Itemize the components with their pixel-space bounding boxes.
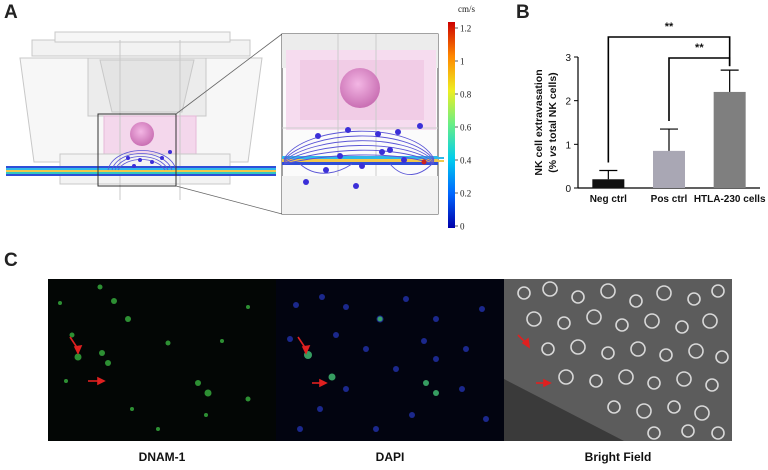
nk-cells-small xyxy=(126,150,172,168)
x-tick-label: Pos ctrl xyxy=(651,194,688,205)
flow-channel-left xyxy=(6,166,276,176)
nk-cells-large xyxy=(303,123,423,189)
colorbar-tick-label: 0 xyxy=(460,222,465,232)
label-dapi: DAPI xyxy=(375,450,405,464)
bar xyxy=(592,179,625,188)
significance-bracket xyxy=(607,36,731,163)
y-axis-label-line2: (% vs total NK cells) xyxy=(547,72,559,172)
zoom-box-small xyxy=(97,113,177,187)
micrograph-dapi xyxy=(276,279,504,441)
tumor-spheroid-large xyxy=(340,68,380,108)
colorbar-tick-label: 0.8 xyxy=(460,90,472,100)
x-tick-label: HTLA-230 cells xyxy=(694,194,766,205)
y-tick-label: 1 xyxy=(565,140,571,151)
colorbar-tick-label: 0.2 xyxy=(460,189,471,199)
tumor-spheroid-small xyxy=(130,122,154,146)
y-tick-label: 3 xyxy=(565,53,571,64)
streamlines-small xyxy=(107,150,177,171)
zoom-line-top xyxy=(175,33,283,115)
colorbar-tick-label: 1.2 xyxy=(460,24,471,34)
panel-a-letter: A xyxy=(4,2,18,23)
bar xyxy=(713,91,746,188)
colorbar-tick-label: 0.6 xyxy=(460,123,472,133)
bar-chart: 0 1 2 3 Neg ctrl Pos ctrl HTLA-230 cells ** ** NK… xyxy=(533,21,766,205)
streamlines-large xyxy=(283,130,435,175)
flow-channel-inset-right xyxy=(438,157,444,162)
colorbar-tick-label: 0.4 xyxy=(460,156,472,166)
significance-bracket xyxy=(668,57,731,122)
zoom-line-bottom xyxy=(175,185,283,215)
simulation-figure: cm/s 1.2 1 0.8 0.6 0.4 0.2 0 xyxy=(6,4,475,232)
panel-c-letter: C xyxy=(4,250,18,271)
y-tick-label: 2 xyxy=(565,97,571,108)
colorbar-tick-label: 1 xyxy=(460,57,465,67)
panel-b-letter: B xyxy=(516,2,530,23)
colorbar-unit: cm/s xyxy=(458,4,475,14)
label-dnam1: DNAM-1 xyxy=(138,450,186,464)
label-bright-field: Bright Field xyxy=(584,450,652,464)
micrograph-dnam1 xyxy=(48,279,276,441)
bar xyxy=(653,150,685,188)
significance-label: ** xyxy=(665,21,674,33)
zoom-inset xyxy=(281,33,439,215)
significance-label: ** xyxy=(695,42,704,54)
velocity-colorbar xyxy=(448,22,455,228)
x-tick-label: Neg ctrl xyxy=(590,194,627,205)
y-axis-label-line1: NK cell extravasation xyxy=(533,69,545,175)
y-tick-label: 0 xyxy=(565,184,571,195)
micrograph-bright-field xyxy=(504,279,732,441)
colorbar-ticks: 1.2 1 0.8 0.6 0.4 0.2 0 xyxy=(455,24,472,232)
